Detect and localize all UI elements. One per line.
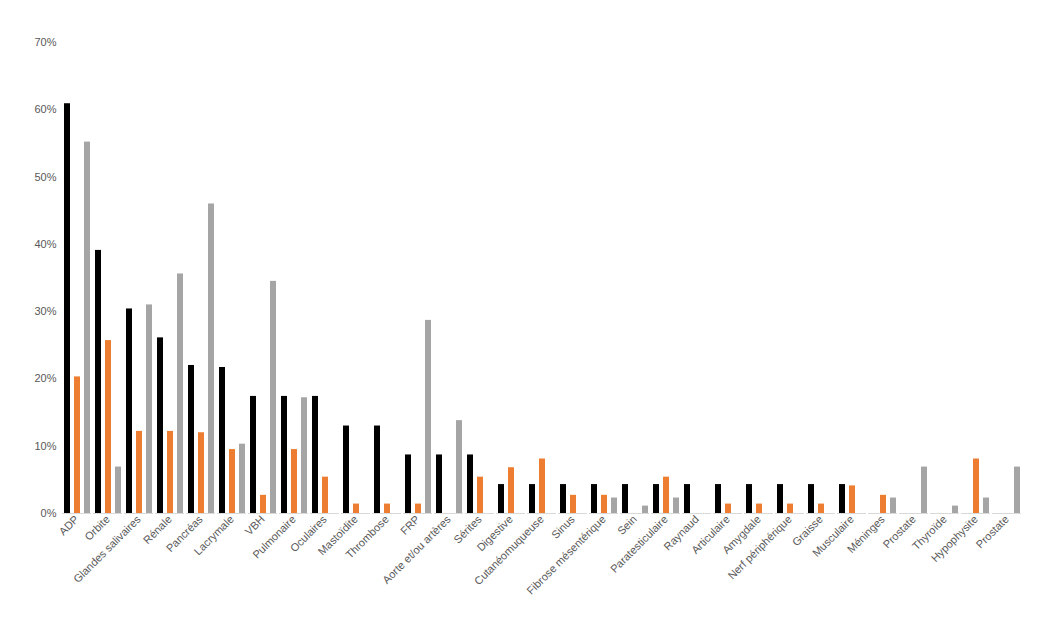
svg-text:Oculaires: Oculaires xyxy=(287,512,329,555)
svg-text:0%: 0% xyxy=(41,507,57,519)
svg-text:Digestive: Digestive xyxy=(474,512,515,554)
svg-text:Graisse: Graisse xyxy=(789,512,825,549)
svg-text:10%: 10% xyxy=(34,440,56,452)
svg-text:Pancréas: Pancréas xyxy=(163,512,205,555)
svg-text:FRP: FRP xyxy=(398,513,422,537)
svg-text:Sinus: Sinus xyxy=(549,513,577,541)
svg-text:Raynaud: Raynaud xyxy=(661,512,701,553)
svg-text:30%: 30% xyxy=(34,305,56,317)
svg-text:Méninges: Méninges xyxy=(845,513,888,556)
svg-text:50%: 50% xyxy=(34,171,56,183)
svg-text:Pulmonaire: Pulmonaire xyxy=(250,513,298,561)
svg-text:Sérites: Sérites xyxy=(451,512,484,546)
svg-text:Sein: Sein xyxy=(615,513,639,537)
svg-text:Paratesticulaire: Paratesticulaire xyxy=(607,512,670,575)
svg-text:VBH: VBH xyxy=(242,513,267,538)
svg-text:Articulaire: Articulaire xyxy=(688,512,732,556)
svg-text:Mastoïdite: Mastoïdite xyxy=(315,512,360,558)
svg-text:70%: 70% xyxy=(34,36,56,48)
svg-text:Orbite: Orbite xyxy=(82,513,112,543)
svg-text:Thyroïde: Thyroïde xyxy=(909,512,949,553)
svg-text:Cutanéomuqueuse: Cutanéomuqueuse xyxy=(472,513,546,587)
svg-text:ADP: ADP xyxy=(56,513,80,537)
svg-text:Musculaire: Musculaire xyxy=(809,512,856,559)
svg-text:Prostate: Prostate xyxy=(973,513,1010,550)
svg-text:Aorte et/ou artères: Aorte et/ou artères xyxy=(380,513,453,586)
svg-text:Amygdale: Amygdale xyxy=(719,512,763,556)
svg-text:20%: 20% xyxy=(34,372,56,384)
svg-text:40%: 40% xyxy=(34,238,56,250)
svg-text:Fibrose mésentérique: Fibrose mésentérique xyxy=(524,513,608,597)
svg-text:Nerf périphérique: Nerf périphérique xyxy=(725,513,794,582)
svg-text:Glandes salivaires: Glandes salivaires xyxy=(71,513,143,585)
svg-text:Thrombose: Thrombose xyxy=(343,513,391,561)
svg-text:60%: 60% xyxy=(34,103,56,115)
svg-text:Prostate: Prostate xyxy=(880,512,918,551)
svg-text:Lacrymale: Lacrymale xyxy=(192,513,236,557)
svg-text:Rénale: Rénale xyxy=(140,512,174,547)
svg-text:Hypophysite: Hypophysite xyxy=(929,513,980,564)
